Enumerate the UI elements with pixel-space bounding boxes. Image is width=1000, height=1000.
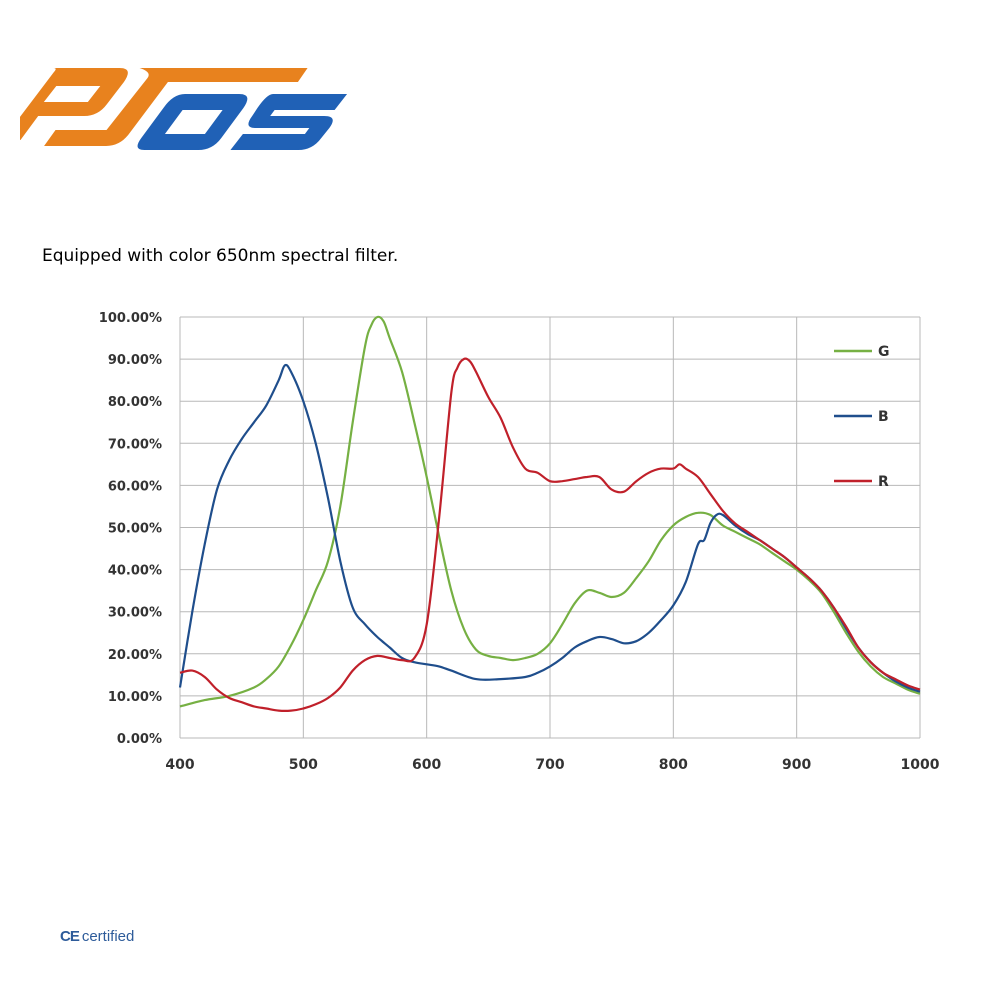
chart-legend: G B R: [834, 344, 890, 490]
y-tick-label: 40.00%: [108, 564, 162, 579]
series-line-G: [179, 315, 921, 708]
spectral-filter-caption: Equipped with color 650nm spectral filte…: [42, 246, 399, 266]
chart-series: [178, 315, 921, 712]
x-tick-label: 600: [412, 757, 441, 773]
y-axis-ticks: 0.00% 10.00% 20.00% 30.00% 40.00% 50.00% 60.00…: [99, 311, 162, 747]
x-tick-label: 800: [659, 757, 688, 773]
y-tick-label: 60.00%: [108, 479, 162, 494]
spectral-response-chart: 0.00% 10.00% 20.00% 30.00% 40.00% 50.00% 60.00…: [99, 311, 940, 773]
y-tick-label: 20.00%: [108, 648, 162, 663]
legend-label-G: G: [878, 344, 890, 360]
x-tick-label: 700: [535, 757, 564, 773]
series-line-R: [179, 357, 921, 712]
ce-mark: CE: [60, 928, 80, 945]
y-tick-label: 50.00%: [108, 522, 162, 537]
ce-certified-badge: CE certified: [60, 928, 134, 945]
legend-label-R: R: [878, 474, 889, 490]
y-tick-label: 70.00%: [108, 437, 162, 452]
x-tick-label: 1000: [901, 757, 940, 773]
chart-grid: [179, 316, 921, 739]
y-tick-label: 10.00%: [108, 690, 162, 705]
y-tick-label: 80.00%: [108, 395, 162, 410]
ojos-logo: [20, 68, 348, 150]
certified-label: certified: [81, 928, 135, 945]
x-tick-label: 500: [289, 757, 318, 773]
x-tick-label: 900: [782, 757, 811, 773]
y-tick-label: 30.00%: [108, 606, 162, 621]
y-tick-label: 0.00%: [117, 732, 162, 747]
y-tick-label: 100.00%: [99, 311, 162, 326]
legend-label-B: B: [878, 409, 889, 425]
x-tick-label: 400: [165, 757, 194, 773]
y-tick-label: 90.00%: [108, 353, 162, 368]
x-axis-ticks: 400 500 600 700 800 900 1000: [165, 757, 939, 773]
